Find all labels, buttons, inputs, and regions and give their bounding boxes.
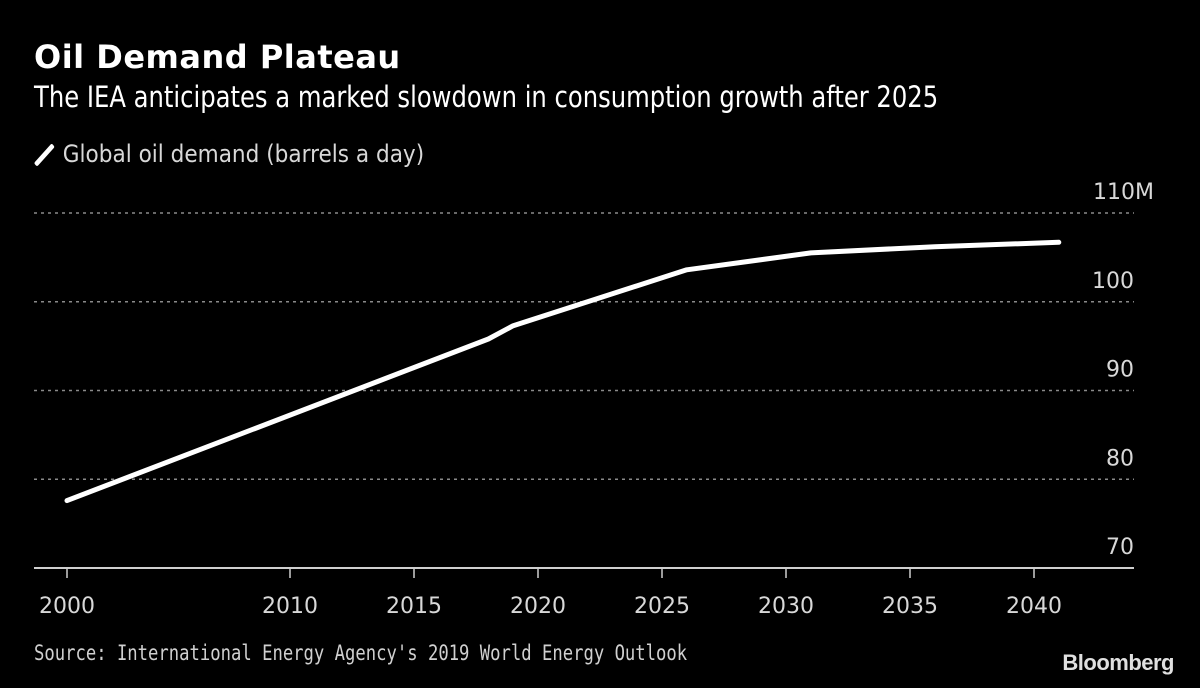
x-tick-label: 2020: [510, 594, 566, 619]
x-tick-label: 2000: [39, 594, 95, 619]
x-tick-label: 2035: [882, 594, 938, 619]
bloomberg-logo: Bloomberg: [1062, 650, 1174, 675]
y-tick-label: 80: [1106, 446, 1134, 471]
chart-title: Oil Demand Plateau: [34, 38, 401, 76]
y-tick-label: 70: [1106, 535, 1134, 560]
y-tick-label: 110M: [1093, 180, 1154, 205]
chart-subtitle: The IEA anticipates a marked slowdown in…: [34, 80, 939, 114]
legend-label: Global oil demand (barrels a day): [62, 140, 425, 168]
legend: Global oil demand (barrels a day): [34, 140, 424, 168]
x-tick-label: 2010: [262, 594, 318, 619]
x-axis: 2000 2010 2015 2020 2025 2030 2035 2040: [34, 567, 1134, 619]
source-note: Source: International Energy Agency's 20…: [34, 641, 688, 665]
gridlines: [34, 212, 1134, 480]
x-tick-label: 2025: [634, 594, 690, 619]
x-tick-label: 2040: [1006, 594, 1062, 619]
series-line-global-oil-demand: [64, 239, 1062, 504]
x-tick-label: 2015: [386, 594, 442, 619]
y-axis: 110M 100 90 80 70: [1092, 180, 1154, 560]
y-tick-label: 90: [1106, 358, 1134, 383]
y-tick-label: 100: [1092, 269, 1134, 294]
x-tick-label: 2030: [758, 594, 814, 619]
series-group: [64, 239, 1062, 504]
